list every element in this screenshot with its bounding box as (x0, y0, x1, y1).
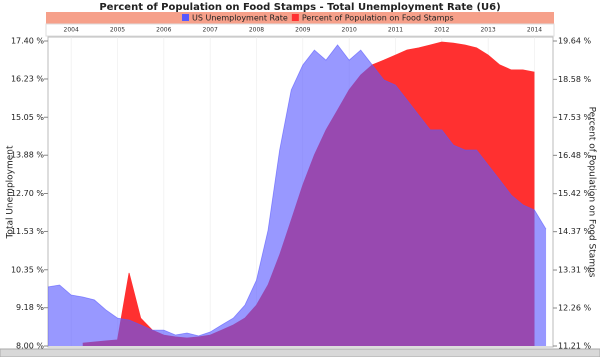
y2-tick-label: 15.42 % (558, 189, 591, 198)
y-tick-label: 12.70 % (11, 189, 44, 198)
y2-tick-label: 12.26 % (558, 304, 591, 313)
x-tick-label: 2009 (295, 27, 310, 34)
legend-label: US Unemployment Rate (192, 14, 288, 23)
chart-title: Percent of Population on Food Stamps - T… (99, 2, 500, 13)
x-tick-label: 2010 (342, 27, 357, 34)
y-tick-label: 8.00 % (16, 342, 44, 351)
legend-swatch (182, 14, 189, 21)
y2-tick-label: 13.31 % (558, 266, 591, 275)
y2-tick-label: 18.58 % (558, 75, 591, 84)
y-tick-label: 10.35 % (11, 265, 44, 274)
y-tick-label: 15.05 % (11, 113, 44, 122)
plot-frame (47, 36, 554, 348)
x-tick-label: 2012 (434, 27, 449, 34)
series-line (47, 44, 547, 337)
legend-label: Percent of Population on Food Stamps (302, 14, 454, 23)
y2-tick-label: 17.53 % (558, 113, 591, 122)
x-axis-band (45, 23, 555, 37)
y-tick-label: 13.88 % (11, 151, 44, 160)
x-tick-label: 2005 (110, 27, 125, 34)
y2-axis-title: Percent of Population on Food Stamps (587, 107, 597, 278)
legend-band (46, 12, 554, 24)
y-axis-title: Total Unemployment (6, 145, 16, 240)
x-tick-label: 2007 (203, 27, 218, 34)
x-tick-label: 2011 (388, 27, 403, 34)
y2-tick-label: 11.21 % (558, 342, 591, 351)
legend-swatch (291, 14, 299, 21)
y-tick-label: 9.18 % (16, 303, 44, 312)
y-tick-label: 16.23 % (11, 74, 44, 83)
y-tick-label: 17.40 % (11, 37, 44, 46)
y2-tick-label: 19.64 % (558, 37, 591, 46)
x-tick-label: 2013 (480, 27, 495, 34)
y2-tick-label: 16.48 % (558, 151, 591, 160)
y2-tick-label: 14.37 % (558, 227, 591, 236)
y-tick-label: 11.53 % (11, 227, 44, 236)
x-tick-label: 2014 (527, 27, 542, 34)
x-tick-label: 2004 (64, 27, 79, 34)
navigator (0, 348, 600, 357)
x-tick-label: 2006 (156, 27, 171, 34)
area-fill (48, 44, 547, 346)
x-tick-label: 2008 (249, 27, 264, 34)
